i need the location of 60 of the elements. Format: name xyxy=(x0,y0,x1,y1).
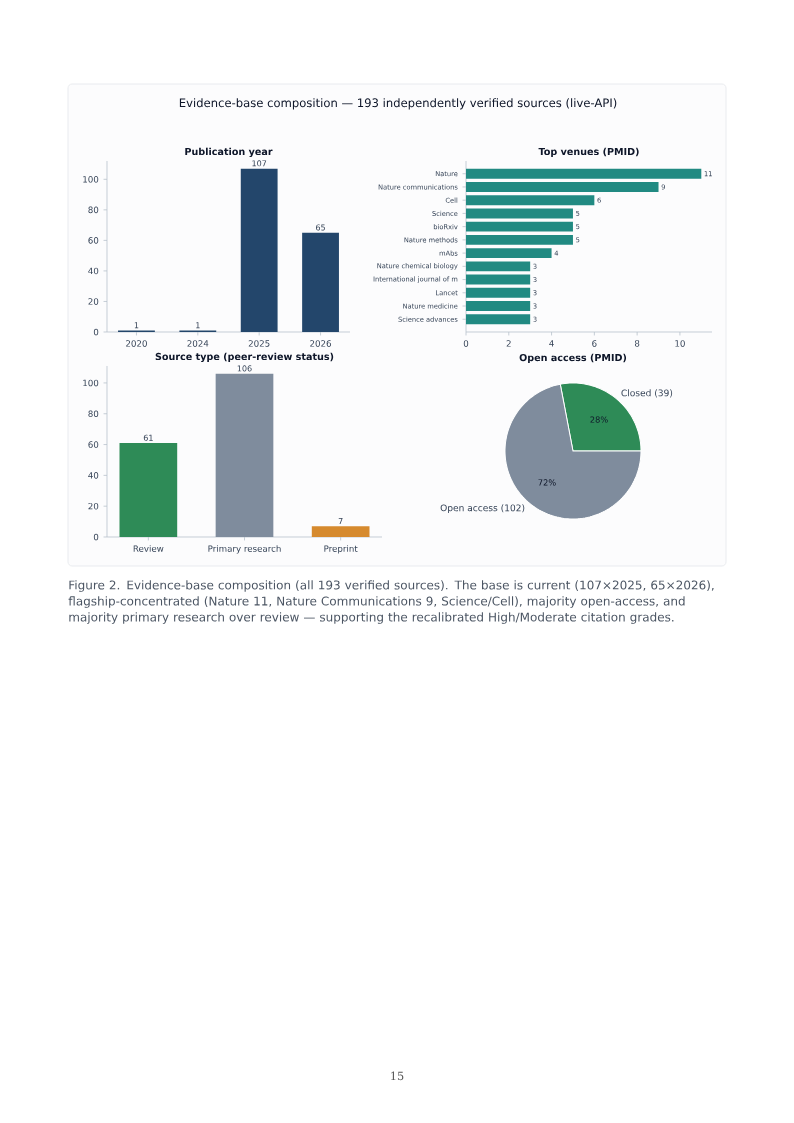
y-tick-label: 100 xyxy=(83,176,99,183)
slice-label: Closed (39) xyxy=(621,389,673,398)
caption: Figure 2. Evidence-base composition (all 193 verified sources). The base is current (107×2025, 65×2026), flagship-concentrated (Nature 11, Nature Communications 9, Science/Cell), majority open-access, and majority primary research over review — supporting the recalibrated High/Moderate citation grades. xyxy=(68,580,714,624)
y-tick-label: 100 xyxy=(83,379,99,387)
y-tick-label: 60 xyxy=(88,441,99,448)
bar xyxy=(466,261,531,272)
data-label: 106 xyxy=(237,365,252,372)
bar xyxy=(240,168,278,332)
data-label: 7 xyxy=(338,518,343,524)
x-tick-label: 10 xyxy=(675,340,685,347)
bar xyxy=(466,168,702,179)
bar xyxy=(466,234,573,245)
x-tick-label: 6 xyxy=(592,340,597,347)
text: 15 xyxy=(391,1071,404,1081)
data-label: 65 xyxy=(316,224,325,231)
x-tick-label: 2024 xyxy=(187,340,209,347)
y-tick-label: 40 xyxy=(88,472,99,479)
chart-title: Top venues (PMID) xyxy=(538,147,639,157)
y-tick-label: 40 xyxy=(88,267,99,275)
bar xyxy=(466,287,531,298)
y-tick-label: 0 xyxy=(93,533,99,541)
x-tick-label: 2026 xyxy=(310,340,332,347)
x-tick-label: 2025 xyxy=(248,340,270,347)
bar xyxy=(302,232,339,332)
data-label: 1 xyxy=(134,322,139,329)
x-tick-label: 8 xyxy=(634,340,640,347)
bar xyxy=(466,301,531,311)
bar xyxy=(119,443,178,537)
x-tick-label: 4 xyxy=(549,340,554,347)
y-tick-label: 80 xyxy=(88,410,99,418)
bar xyxy=(215,373,274,537)
bar xyxy=(466,195,595,206)
bar xyxy=(466,314,531,325)
y-tick-label: 20 xyxy=(88,298,99,305)
bar xyxy=(466,248,552,259)
y-tick-label: 80 xyxy=(88,206,99,214)
bar xyxy=(466,274,531,285)
x-tick-label: 2 xyxy=(506,340,511,347)
bar xyxy=(466,221,573,232)
y-tick-label: 20 xyxy=(88,502,99,510)
data-label: 1 xyxy=(196,322,200,329)
text: Evidence-base composition — 193 independently verified sources (live-API) xyxy=(179,98,617,110)
bar xyxy=(466,181,659,192)
chart-title: Source type (peer-review status) xyxy=(155,352,334,363)
data-label: 61 xyxy=(143,434,153,441)
x-tick-label: 2020 xyxy=(126,340,147,347)
data-label: 28% xyxy=(590,416,608,423)
data-label: 72% xyxy=(538,479,556,486)
y-tick-label: 0 xyxy=(93,328,99,336)
x-tick-label: Review xyxy=(133,545,164,552)
slice-label: Open access (102) xyxy=(440,504,525,514)
chart-title: Publication year xyxy=(185,147,273,158)
bar xyxy=(311,526,370,537)
chart-title: Open access (PMID) xyxy=(519,353,627,363)
x-tick-label: 0 xyxy=(463,340,469,347)
data-label: 107 xyxy=(252,160,267,167)
x-tick-label: Primary research xyxy=(208,545,281,554)
x-tick-label: Preprint xyxy=(324,545,358,554)
bar xyxy=(466,208,573,219)
y-tick-label: 60 xyxy=(88,237,99,244)
